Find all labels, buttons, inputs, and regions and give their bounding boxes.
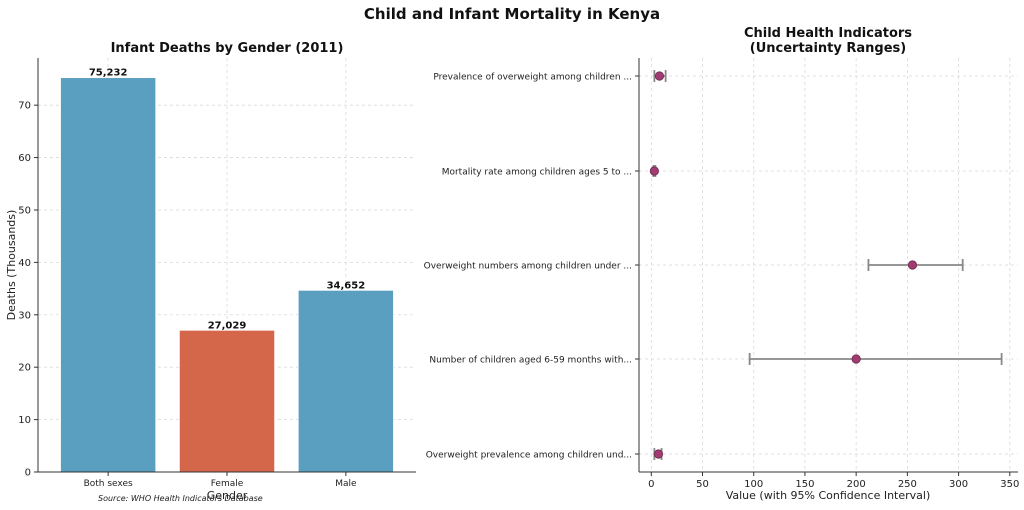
err-x-tick-label: 350 (1000, 479, 1019, 490)
bar-chart: Infant Deaths by Gender (2011) 75,232 27,… (5, 41, 416, 503)
bar-y-tick-label: 40 (18, 258, 31, 269)
figure-title: Child and Infant Mortality in Kenya (364, 5, 660, 23)
err-x-tick-label: 100 (744, 479, 763, 490)
errorbar-chart-series (649, 70, 1003, 460)
bar-category-label: Female (211, 479, 244, 489)
bar-y-tick-label: 50 (18, 205, 31, 216)
err-category-label: Prevalence of overweight among children … (433, 73, 632, 83)
err-category-label: Number of children aged 6-59 months with… (429, 356, 632, 366)
data-point (654, 71, 665, 81)
bar-y-tick-label: 0 (25, 468, 31, 479)
err-x-tick-label: 300 (949, 479, 968, 490)
bar (298, 290, 394, 473)
err-y-ticks: Prevalence of overweight among children … (424, 73, 639, 461)
bar-y-axis-title: Deaths (Thousands) (5, 210, 18, 321)
err-x-ticks: 0 50 100 150 200 250 300 350 (648, 472, 1019, 490)
bar-category-label: Male (335, 479, 357, 489)
data-point (851, 354, 861, 364)
bar-y-ticks: 0 10 20 30 40 50 60 70 (18, 101, 38, 479)
bar-chart-title: Infant Deaths by Gender (2011) (111, 41, 344, 56)
errorbar-chart-title-line-1: Child Health Indicators (744, 26, 912, 41)
bar-category-label: Both sexes (84, 479, 133, 489)
err-category-label: Overweight numbers among children under … (424, 262, 632, 272)
bar-y-tick-label: 10 (18, 415, 31, 426)
err-x-tick-label: 200 (847, 479, 866, 490)
errorbar-chart-title-line-2: (Uncertainty Ranges) (750, 41, 906, 56)
source-note: Source: WHO Health Indicators Database (98, 494, 263, 503)
err-x-tick-label: 150 (795, 479, 814, 490)
err-category-label: Mortality rate among children ages 5 to … (442, 168, 632, 178)
bar-x-ticks: Both sexes Female Male (84, 472, 357, 489)
bar-value-label: 27,029 (208, 320, 247, 331)
data-point (907, 260, 918, 270)
err-category-label: Overweight prevalence among children und… (426, 451, 632, 461)
bar-chart-bars: 75,232 27,029 34,652 (60, 68, 394, 473)
bar-value-label: 75,232 (89, 68, 128, 79)
bar-y-tick-label: 70 (18, 101, 31, 112)
err-x-tick-label: 50 (696, 479, 709, 490)
bar-y-tick-label: 20 (18, 363, 31, 374)
bar-y-tick-label: 60 (18, 153, 31, 164)
bar-value-label: 34,652 (327, 280, 366, 291)
err-x-tick-label: 0 (648, 479, 654, 490)
err-x-tick-label: 250 (898, 479, 917, 490)
bar-x-axis-title: Gender (207, 489, 248, 502)
err-x-axis-title: Value (with 95% Confidence Interval) (726, 489, 931, 502)
bar-y-tick-label: 30 (18, 310, 31, 321)
bar (60, 77, 156, 473)
errorbar-chart: Child Health Indicators (Uncertainty Ran… (424, 26, 1020, 502)
data-point (649, 166, 659, 176)
bar (179, 330, 275, 473)
data-point (653, 449, 664, 459)
